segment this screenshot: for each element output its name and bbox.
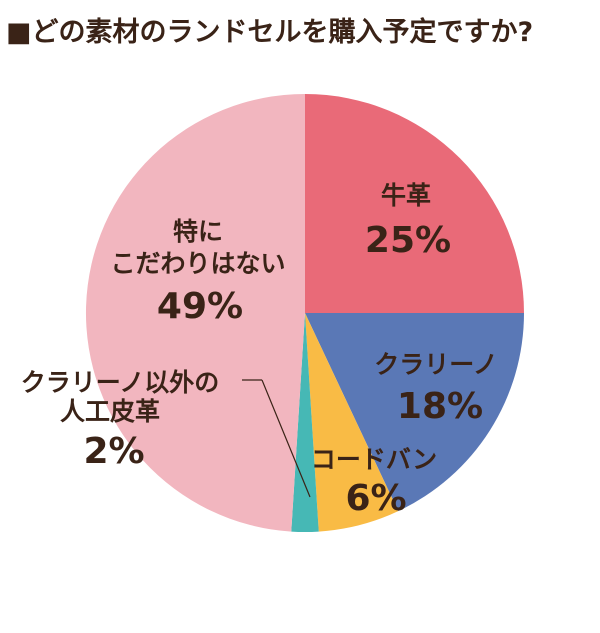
slice-value-no-preference: 49%: [157, 286, 243, 327]
pie-slice-no-preference: [85, 93, 305, 532]
slice-label-leather: 牛革: [381, 181, 431, 210]
pie-slice-cordovan: [305, 313, 399, 532]
slice-value-cordovan: 6%: [345, 478, 406, 519]
leader-line-2: [261, 379, 311, 498]
slice-label-clarino: クラリーノ: [374, 350, 498, 379]
slice-label-other-synthetic-line2: 人工皮革: [60, 397, 160, 426]
slice-value-other-synthetic: 2%: [83, 431, 144, 472]
slice-value-clarino: 18%: [397, 386, 483, 427]
slice-label-cordovan: コードバン: [311, 445, 437, 474]
pie-slice-other-synthetic: [291, 313, 319, 533]
slice-label-other-synthetic-line1: クラリーノ以外の: [21, 368, 220, 397]
pie-slices: [85, 93, 524, 533]
chart-title: ■どの素材のランドセルを購入予定ですか?: [6, 17, 534, 48]
slice-label-no-preference-line2: こだわりはない: [110, 249, 285, 278]
pie-slice-leather: [305, 94, 524, 313]
slice-label-no-preference-line1: 特に: [173, 217, 223, 246]
slice-value-leather: 25%: [365, 220, 451, 261]
pie-slice-clarino: [305, 313, 524, 512]
